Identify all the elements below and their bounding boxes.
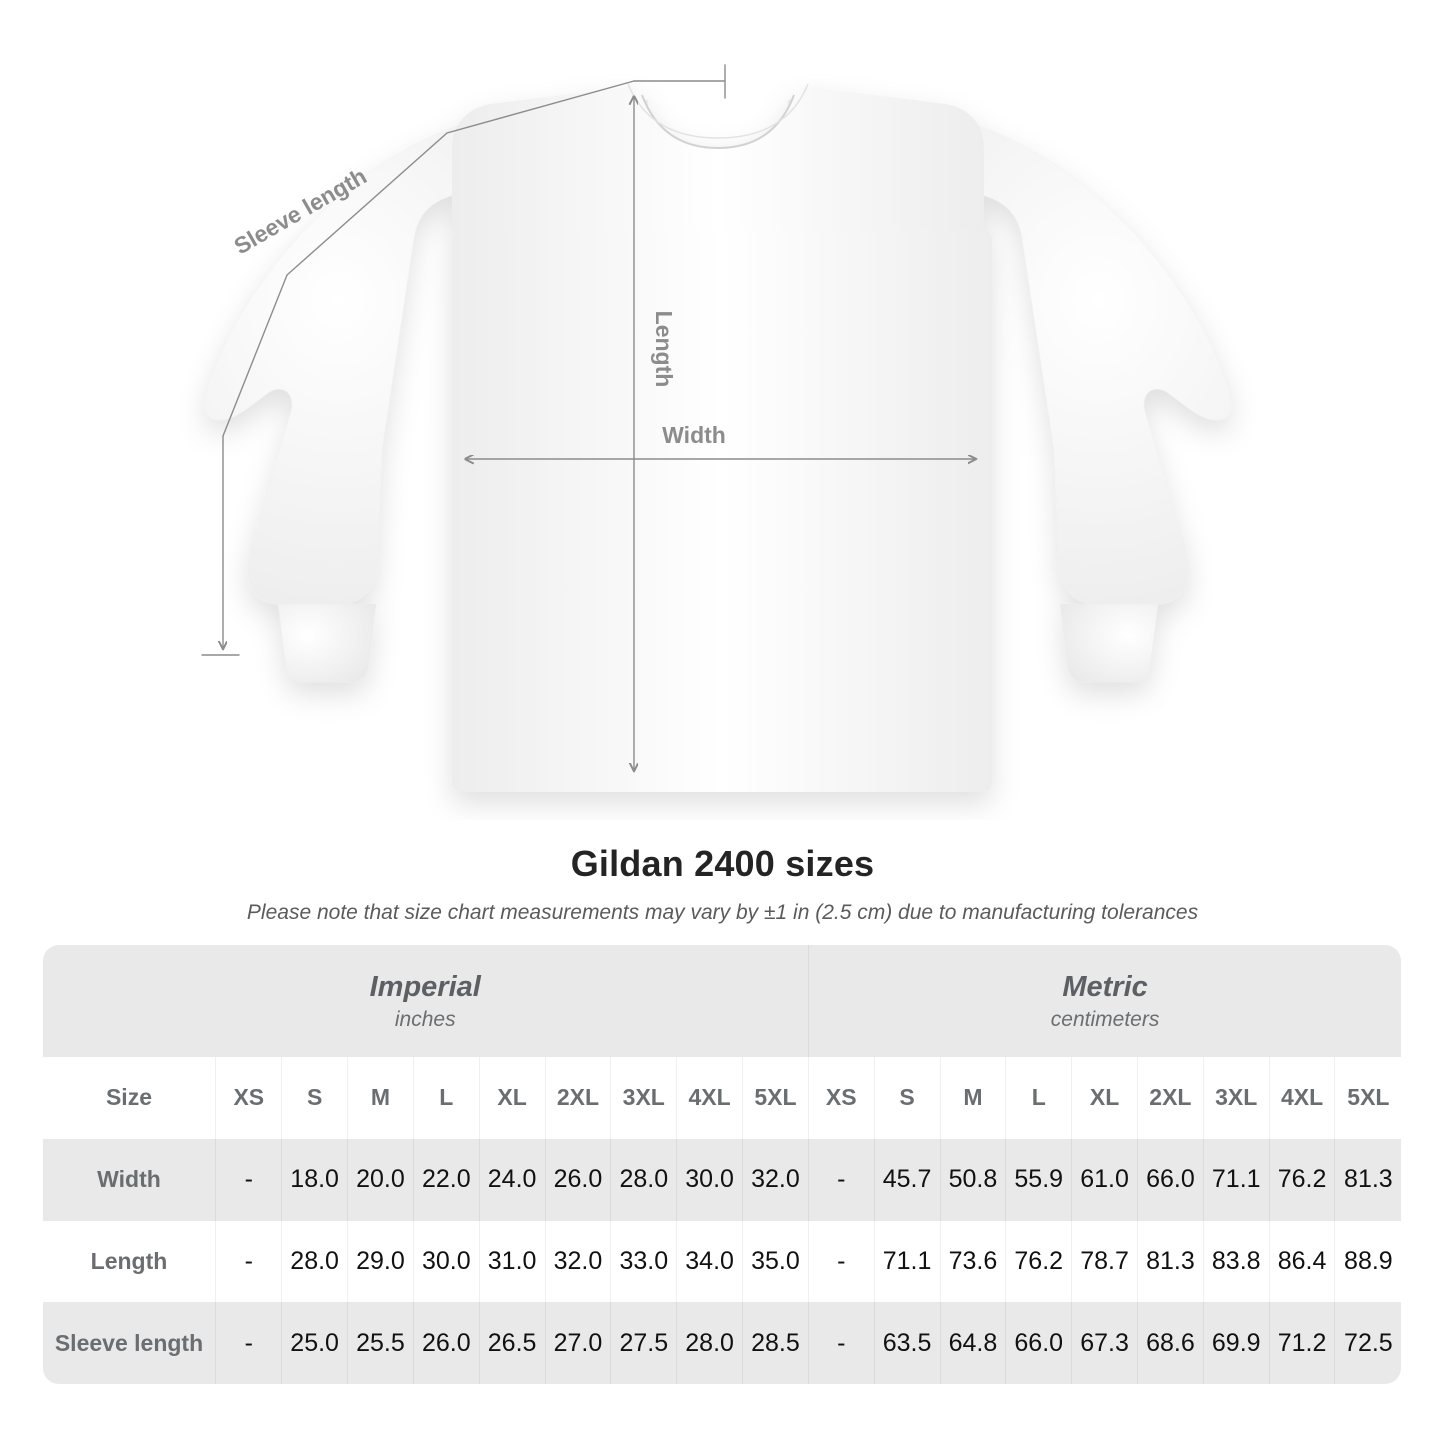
svg-text:Width: Width	[662, 422, 726, 448]
svg-text:Sleeve length: Sleeve length	[230, 163, 371, 260]
svg-text:Length: Length	[651, 311, 677, 388]
